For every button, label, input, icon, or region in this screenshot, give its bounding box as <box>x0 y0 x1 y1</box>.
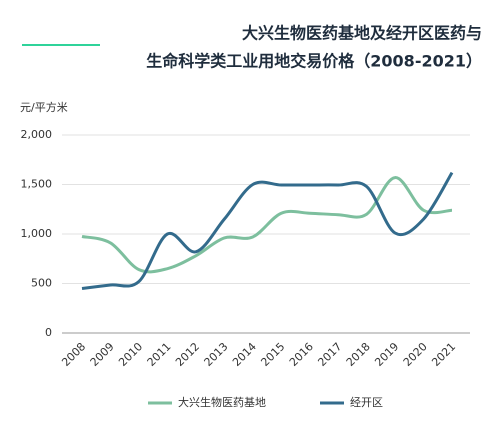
y-tick-label: 2,000 <box>21 128 53 141</box>
x-tick-label: 2009 <box>88 340 117 369</box>
x-tick-label: 2016 <box>287 340 316 369</box>
y-tick-label: 1,000 <box>21 227 53 240</box>
x-tick-label: 2021 <box>429 340 458 369</box>
x-tick-label: 2014 <box>230 340 259 369</box>
x-tick-label: 2012 <box>173 340 202 369</box>
x-tick-label: 2011 <box>145 340 174 369</box>
chart-title: 生命科学类工业用地交易价格（2008-2021） <box>146 52 482 71</box>
series-line <box>81 171 454 290</box>
y-axis-label: 元/平方米 <box>20 100 68 114</box>
x-tick-label: 2020 <box>401 340 430 369</box>
series-line <box>81 176 453 274</box>
x-tick-label: 2019 <box>372 340 401 369</box>
x-tick-label: 2015 <box>258 340 287 369</box>
y-tick-label: 1,500 <box>21 178 53 191</box>
legend-label: 经开区 <box>350 396 383 409</box>
legend-label: 大兴生物医药基地 <box>178 395 266 409</box>
x-tick-label: 2013 <box>202 340 231 369</box>
x-tick-label: 2008 <box>59 340 88 369</box>
x-tick-label: 2017 <box>315 340 344 369</box>
y-tick-label: 0 <box>45 326 52 339</box>
x-tick-label: 2018 <box>344 340 373 369</box>
y-tick-label: 500 <box>31 277 52 290</box>
chart-title: 大兴生物医药基地及经开区医药与 <box>242 24 482 43</box>
x-tick-label: 2010 <box>116 340 145 369</box>
